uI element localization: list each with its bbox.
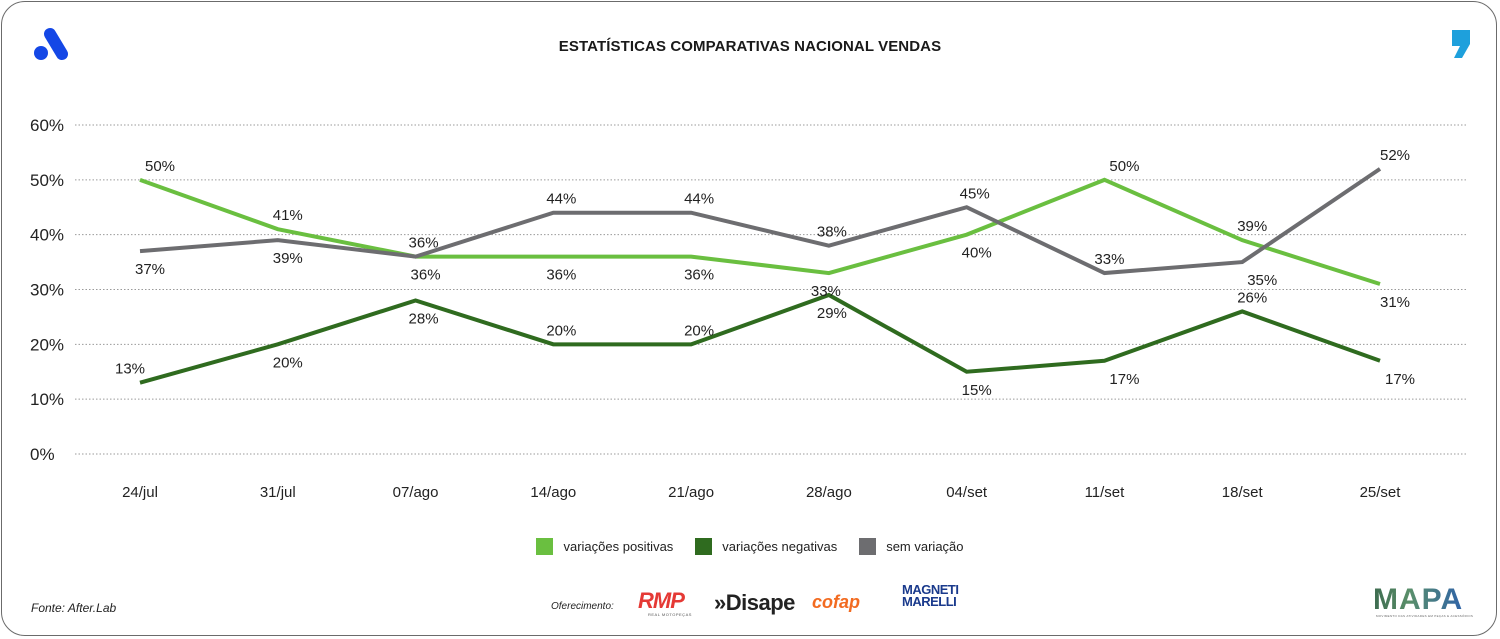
data-label: 38% [817, 224, 847, 241]
data-label: 29% [817, 305, 847, 322]
data-label: 40% [962, 245, 992, 262]
legend-item-negativas[interactable]: variações negativas [695, 538, 837, 555]
y-tick-label: 40% [30, 226, 64, 245]
legend-label: variações negativas [722, 539, 838, 554]
data-label: 39% [273, 250, 303, 267]
y-tick-label: 10% [30, 390, 64, 409]
series-lines [139, 167, 1382, 385]
data-label: 13% [115, 361, 145, 378]
data-label: 15% [962, 382, 992, 399]
legend-swatch [536, 538, 554, 555]
data-label: 20% [684, 322, 714, 339]
legend: variações positivas variações negativas … [0, 538, 1500, 555]
y-axis-ticks: 0% 10% 20% 30% 40% 50% 60% [30, 116, 64, 464]
legend-label: sem variação [886, 539, 964, 554]
comma-logo-icon [1450, 30, 1474, 62]
legend-label: variações positivas [563, 539, 674, 554]
data-label: 45% [960, 185, 990, 202]
chart-title: ESTATÍSTICAS COMPARATIVAS NACIONAL VENDA… [558, 38, 942, 55]
data-label: 36% [684, 267, 714, 284]
x-axis-ticks: 24/jul 31/jul 07/ago 14/ago 21/ago 28/ago 04/s… [122, 484, 1401, 501]
afterlab-logo-icon [32, 26, 70, 62]
data-label: 26% [1237, 289, 1267, 306]
x-tick-label: 18/set [1222, 484, 1264, 501]
sponsor-label: Oferecimento: [551, 601, 614, 612]
x-tick-label: 11/set [1085, 484, 1126, 501]
rmp-logo-subtitle: REAL MOTOPEÇAS [648, 612, 692, 617]
data-label: 36% [411, 267, 441, 284]
data-label: 50% [145, 158, 175, 175]
data-label: 28% [409, 310, 439, 327]
series-line-0 [139, 177, 1381, 286]
data-label: 35% [1247, 272, 1277, 289]
data-label: 37% [135, 261, 165, 278]
legend-item-positivas[interactable]: variações positivas [536, 538, 673, 555]
data-label: 20% [546, 322, 576, 339]
disape-logo: »Disape [714, 590, 795, 615]
x-tick-label: 21/ago [668, 484, 714, 501]
data-label: 17% [1109, 371, 1139, 388]
data-label: 50% [1109, 158, 1139, 175]
data-label: 44% [684, 191, 714, 208]
magneti-marelli-logo: MAGNETI MARELLI [902, 582, 959, 609]
data-label: 20% [273, 354, 303, 371]
mapa-brand-logo: MAPA [1373, 583, 1464, 616]
series-line-2 [139, 167, 1382, 276]
x-tick-label: 24/jul [122, 484, 158, 501]
y-tick-label: 0% [30, 445, 55, 464]
data-label: 33% [1094, 251, 1124, 268]
data-label: 44% [546, 191, 576, 208]
data-label: 39% [1237, 218, 1267, 235]
data-labels: 50% 41% 36% 36% 36% 33% 40% 50% 39% 31% 13% 20% 28% 2… [115, 147, 1415, 399]
data-label: 31% [1380, 294, 1410, 311]
data-label: 36% [546, 267, 576, 284]
x-tick-label: 04/set [946, 484, 988, 501]
x-tick-label: 31/jul [260, 484, 296, 501]
y-tick-label: 50% [30, 171, 64, 190]
data-label: 17% [1385, 371, 1415, 388]
y-tick-label: 20% [30, 335, 64, 354]
x-tick-label: 25/set [1360, 484, 1402, 501]
data-label: 52% [1380, 147, 1410, 164]
data-label: 41% [273, 207, 303, 224]
x-tick-label: 28/ago [806, 484, 852, 501]
data-label: 33% [811, 283, 841, 300]
series-line-1 [139, 292, 1381, 385]
cofap-logo: cofap [812, 592, 861, 612]
legend-swatch [695, 538, 713, 555]
legend-swatch [859, 538, 877, 555]
rmp-logo: RMP [638, 588, 685, 613]
legend-item-sem-variacao[interactable]: sem variação [859, 538, 964, 555]
x-tick-label: 07/ago [393, 484, 439, 501]
y-tick-label: 60% [30, 116, 64, 135]
source-note: Fonte: After.Lab [31, 601, 117, 615]
y-tick-label: 30% [30, 281, 64, 300]
data-label: 36% [409, 235, 439, 252]
x-tick-label: 14/ago [530, 484, 576, 501]
mapa-brand-subtitle: MOVIMENTO DAS ATIVIDADES EM PEÇAS E ACES… [1376, 614, 1474, 618]
